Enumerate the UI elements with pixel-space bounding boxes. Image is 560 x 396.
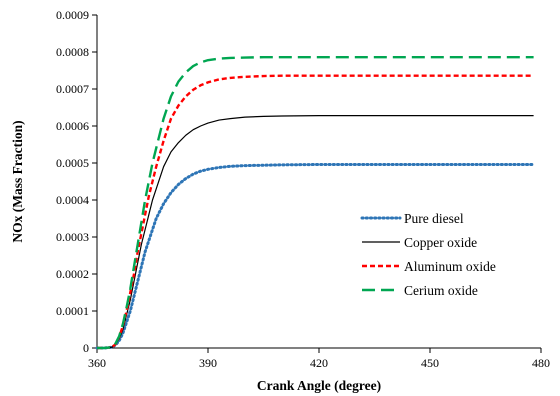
y-tick-label: 0.0002 [56,267,89,281]
legend-label: Copper oxide [404,235,477,250]
series-line-aluminum-oxide [97,76,534,348]
y-tick-label: 0.0005 [56,156,89,170]
series-line-pure-diesel [97,164,534,348]
y-tick-label: 0.0001 [56,304,89,318]
y-tick-label: 0 [83,341,89,355]
y-tick-label: 0.0008 [56,45,89,59]
series-line-cerium-oxide [97,57,534,348]
y-tick-label: 0.0003 [56,230,89,244]
legend-label: Cerium oxide [404,283,478,298]
y-tick-label: 0.0009 [56,8,89,22]
y-tick-label: 0.0004 [56,193,89,207]
x-tick-label: 480 [532,356,550,370]
x-axis-title: Crank Angle (degree) [257,378,381,393]
legend-label: Pure diesel [404,211,464,226]
legend: Pure diesel Copper oxide Aluminum oxide Cer… [362,211,496,298]
legend-label: Aluminum oxide [404,259,496,274]
x-tick-label: 420 [310,356,328,370]
series-line-copper-oxide [97,116,534,348]
y-axis-title: NOx (Mass Fraction) [10,120,25,242]
y-tick-label: 0.0007 [56,82,89,96]
x-tick-label: 360 [88,356,106,370]
series-lines [97,57,534,348]
x-tick-label: 450 [421,356,439,370]
y-tick-label: 0.0006 [56,119,89,133]
x-tick-label: 390 [199,356,217,370]
